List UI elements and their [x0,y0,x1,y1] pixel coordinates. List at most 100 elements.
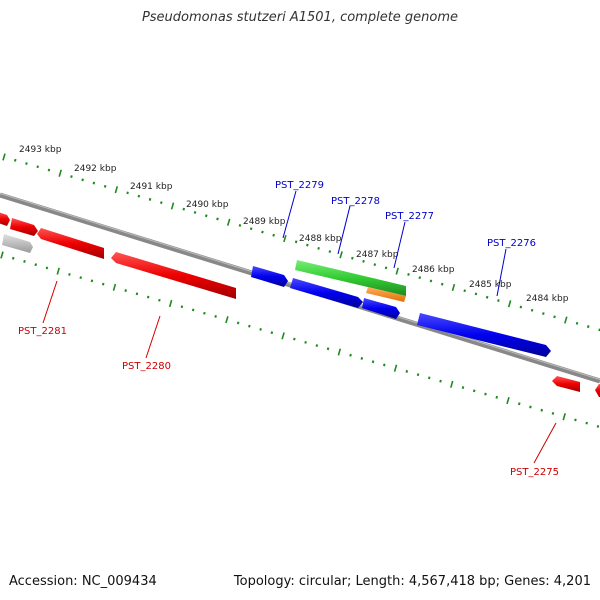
ruler-minor-tick [293,337,296,341]
ruler-minor-tick [182,207,186,211]
ruler-minor-tick [158,298,161,302]
ruler-minor-tick [575,321,579,325]
leader-line [533,422,557,464]
ruler-major-tick [170,202,175,210]
gene-forward-red[interactable] [10,218,38,236]
scale-label: 2487 kbp [356,250,399,260]
ruler-major-tick [283,234,287,243]
ruler-minor-tick [416,373,420,377]
ruler-minor-tick [249,227,253,231]
gene-label-pst2276[interactable]: PST_2276 [487,238,536,249]
ruler-minor-tick [148,197,152,201]
ruler-major-tick [393,364,398,372]
ruler-major-tick [562,413,566,421]
ruler-major-tick [2,153,6,161]
ruler-minor-tick [585,421,588,425]
ruler-minor-tick [497,299,500,302]
ruler-minor-tick [236,321,240,325]
ruler-minor-tick [261,230,264,234]
ruler-minor-tick [238,224,242,227]
ruler-major-tick [0,251,4,259]
ruler-minor-tick [495,395,499,399]
ruler-minor-tick [25,162,28,165]
gene-reverse-red-pst2281[interactable] [37,228,104,259]
ruler-major-tick [226,218,231,226]
ruler-minor-tick [203,311,206,315]
ruler-minor-tick [349,353,352,357]
ruler-minor-tick [160,201,163,205]
leader-line [42,280,58,324]
ruler-minor-tick [405,370,409,373]
ruler-major-tick [168,299,173,308]
ruler-minor-tick [36,165,39,169]
ruler-minor-tick [216,217,219,221]
genome-summary-text: Topology: circular; Length: 4,567,418 bp… [233,574,591,589]
scale-label: 2493 kbp [19,145,62,155]
ruler-major-tick [225,316,229,324]
ruler-major-tick [339,251,343,259]
scale-label: 2485 kbp [469,280,512,290]
gene-reverse-grey[interactable] [2,234,33,253]
gene-forward-blue-pst2279[interactable] [251,266,288,287]
gene-label-pst2280[interactable]: PST_2280 [122,361,171,372]
ruler-minor-tick [472,389,476,393]
ruler-minor-tick [586,325,590,329]
ruler-minor-tick [11,256,15,260]
scale-label: 2484 kbp [526,294,569,304]
ruler-minor-tick [407,273,410,276]
reverse-scale-ruler [0,251,600,428]
gene-label-pst2279[interactable]: PST_2279 [275,180,324,191]
ruler-minor-tick [304,340,307,344]
ruler-minor-tick [137,194,141,198]
ruler-minor-tick [306,243,309,247]
leader-line [496,248,507,297]
gene-forward-green-pst2278[interactable] [295,260,406,296]
ruler-minor-tick [530,308,534,312]
ruler-minor-tick [124,289,127,292]
gene-reverse-red-right[interactable] [595,384,600,397]
ruler-minor-tick [362,259,365,263]
ruler-minor-tick [551,412,555,415]
ruler-minor-tick [180,305,184,309]
ruler-minor-tick [270,331,274,335]
gene-forward-red-left[interactable] [0,212,10,226]
gene-label-pst2281[interactable]: PST_2281 [18,326,67,337]
ruler-minor-tick [360,357,364,360]
ruler-minor-tick [463,289,466,293]
gene-label-pst2277[interactable]: PST_2277 [385,211,434,222]
ruler-minor-tick [68,273,71,276]
ruler-minor-tick [248,324,251,328]
ruler-minor-tick [103,184,107,188]
gene-forward-blue-pst2278[interactable] [290,278,363,308]
gene-label-pst2278[interactable]: PST_2278 [331,196,380,207]
accession-text: Accession: NC_009434 [9,574,157,589]
ruler-major-tick [450,380,454,388]
ruler-major-tick [337,348,342,356]
ruler-major-tick [281,332,285,340]
ruler-minor-tick [126,191,129,195]
ruler-minor-tick [294,240,298,244]
ruler-major-tick [564,316,568,324]
forward-scale-ruler [2,153,600,332]
gene-forward-blue-pst2277[interactable] [362,298,400,319]
scale-label: 2491 kbp [130,182,173,192]
gene-reverse-red-pst2280[interactable] [111,252,236,299]
ruler-minor-tick [315,344,319,347]
leader-line [282,190,297,239]
gene-label-pst2275[interactable]: PST_2275 [510,467,559,478]
ruler-minor-tick [383,363,386,367]
ruler-major-tick [58,169,62,177]
ruler-minor-tick [418,276,422,280]
ruler-minor-tick [70,175,73,178]
ruler-minor-tick [461,386,465,390]
gene-forward-orange-pst2278[interactable] [366,287,406,302]
ruler-minor-tick [529,405,532,409]
scale-label: 2492 kbp [74,164,117,174]
gene-forward-blue-pst2276[interactable] [417,313,551,357]
ruler-minor-tick [23,260,26,263]
ruler-minor-tick [517,402,521,406]
ruler-minor-tick [214,315,217,318]
ruler-minor-tick [519,305,523,309]
gene-reverse-red-pst2275[interactable] [552,376,580,392]
